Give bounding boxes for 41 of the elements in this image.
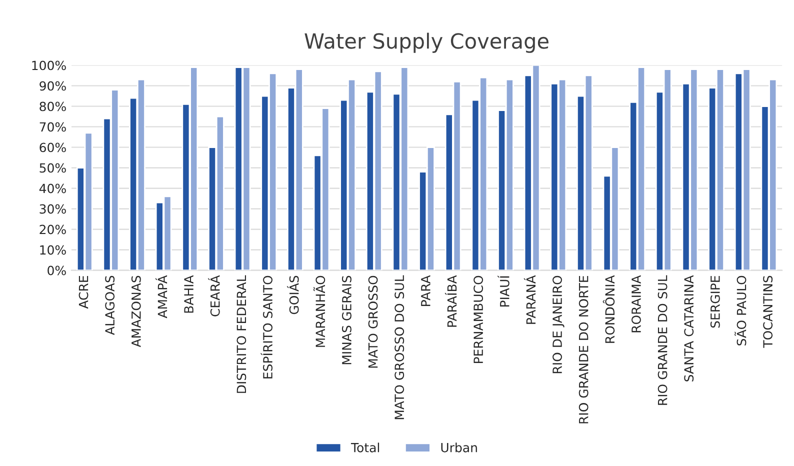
x-tick-label: MINAS GERAIS xyxy=(342,276,352,364)
y-tick-label: 50% xyxy=(40,163,66,173)
y-tick-label: 100% xyxy=(32,60,66,70)
y-tick-label: 80% xyxy=(40,102,66,112)
x-tick-label: AMAZONAS xyxy=(131,276,141,348)
x-tick-label: RIO GRANDE DO SUL xyxy=(658,275,668,405)
y-tick-label: 10% xyxy=(40,245,66,255)
x-tick-label: ALAGOAS xyxy=(105,276,115,335)
x-tick-label: MATO GROSSO xyxy=(368,276,378,368)
x-tick-label: DISTRITO FEDERAL xyxy=(236,275,246,393)
x-tick-label: RIO DE JANEIRO xyxy=(552,276,564,374)
y-tick-label: 0% xyxy=(48,266,66,276)
x-tick-label: RORAIMA xyxy=(632,275,641,332)
x-tick-label: MATO GROSSO DO SUL xyxy=(394,275,404,420)
x-tick-label: SANTA CATARINA xyxy=(684,275,694,382)
x-tick-label: PARA xyxy=(421,275,430,306)
x-tick-label: PIAUÍ xyxy=(498,276,510,307)
x-tick-label: AMAPÁ xyxy=(155,275,168,318)
x-tick-label: RIO GRANDE DO NORTE xyxy=(578,276,588,424)
y-tick-label: 90% xyxy=(40,81,66,91)
x-tick-label: SÃO PAULO xyxy=(734,276,746,346)
x-tick-label: CEARÁ xyxy=(208,275,220,316)
x-tick-label: PARANÁ xyxy=(524,275,536,324)
chart-title: Water Supply Coverage xyxy=(304,32,548,53)
y-tick-label: 20% xyxy=(40,224,66,234)
legend-label: Urban xyxy=(441,442,477,452)
x-tick-label: TOCANTINS xyxy=(763,276,773,348)
y-tick-label: 70% xyxy=(40,122,66,132)
x-tick-label: ACRE xyxy=(78,276,88,309)
legend-label: Total xyxy=(350,442,380,452)
x-tick-label: BAHIA xyxy=(184,275,194,313)
x-tick-label: ESPÍRITO SANTO xyxy=(260,276,272,378)
x-tick-label: SERGIPE xyxy=(710,276,720,328)
y-tick-label: 30% xyxy=(40,204,66,214)
y-tick-label: 60% xyxy=(40,142,66,152)
x-tick-label: PERNAMBUCO xyxy=(474,276,484,364)
x-tick-label: RONDÔNIA xyxy=(602,275,615,343)
x-tick-label: GOIÁS xyxy=(287,276,299,314)
y-tick-label: 40% xyxy=(39,184,66,194)
x-tick-label: MARANHÃO xyxy=(313,276,326,347)
x-tick-label: PARAÍBA xyxy=(444,275,457,327)
